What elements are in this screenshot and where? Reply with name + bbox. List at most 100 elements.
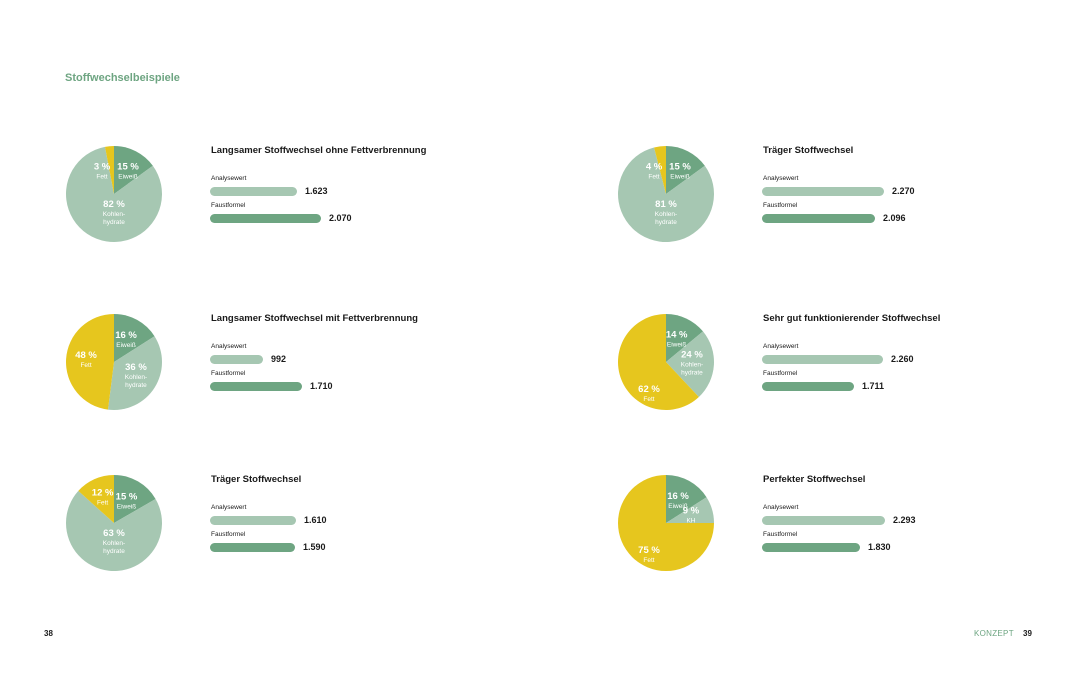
pie-category-label: Fett	[96, 174, 107, 181]
pie-category-label: Eiweiß	[670, 174, 690, 181]
pie-category-label: hydrate	[655, 219, 677, 226]
pie-slice-fett	[618, 475, 714, 571]
pie-category-label: Eiweiß	[117, 503, 137, 510]
page-number-right: 39	[1023, 629, 1032, 638]
faustformel-bar	[762, 543, 860, 552]
pie-category-label: Fett	[643, 557, 654, 564]
faustformel-bar	[762, 382, 854, 391]
faustformel-bar	[210, 543, 295, 552]
analysewert-bar	[762, 355, 883, 364]
pie-category-label: Eiweiß	[667, 341, 687, 348]
analysewert-bar	[210, 516, 296, 525]
pie-slice-kohlenhydrate	[618, 147, 714, 242]
pie-category-label: Eiweiß	[118, 174, 138, 181]
pie-chart: 14 %Eiweiß 24 %Kohlen-hydrate 62 %Fett	[618, 314, 714, 410]
bar-value: 992	[271, 354, 287, 364]
pie-slice-kohlenhydrate	[107, 336, 162, 410]
chart-title: Langsamer Stoffwechsel mit Fettverbrennu…	[211, 313, 418, 324]
bar-value: 2.260	[891, 354, 914, 364]
pie-value-label: 75 %	[638, 545, 660, 556]
bar-label: Analysewert	[211, 343, 247, 350]
pie-value-label: 3 %	[94, 162, 111, 173]
analysewert-bar	[762, 516, 885, 525]
pie-slice-kohlenhydrate	[66, 146, 162, 242]
bar-label: Faustformel	[763, 202, 798, 209]
pie-value-label: 14 %	[666, 329, 688, 340]
bar-value: 1.610	[304, 515, 327, 525]
pie-slice-fett	[105, 146, 114, 194]
pie-category-label: Kohlen-	[125, 374, 147, 381]
pie-value-label: 15 %	[669, 162, 691, 173]
pie-category-label: Kohlen-	[103, 211, 125, 218]
pie-category-label: hydrate	[103, 219, 125, 226]
pie-slice-eiweiss	[666, 314, 703, 362]
bar-label: Faustformel	[211, 202, 246, 209]
pie-slice-eiweiss	[114, 475, 156, 523]
pie-value-label: 82 %	[103, 199, 125, 210]
analysewert-bar	[762, 187, 884, 196]
chart-title: Langsamer Stoffwechsel ohne Fettverbrenn…	[211, 145, 427, 156]
pie-slice-fett	[65, 314, 114, 410]
faustformel-bar	[210, 382, 302, 391]
pie-category-label: Kohlen-	[681, 362, 703, 369]
bar-value: 2.096	[883, 213, 906, 223]
chart-block: 14 % Eiweiß 24 % Kohlen-hydrate 62 % Fett Sehr…	[617, 313, 1037, 423]
chart-title: Träger Stoffwechsel	[211, 474, 302, 485]
chart-block: 15 % Eiweiß 82 % Kohlen-hydrate 3 % Fett Langs…	[65, 145, 485, 255]
pie-category-label: Eiweiß	[668, 503, 688, 510]
bar-label: Faustformel	[763, 370, 798, 377]
bar-label: Faustformel	[211, 370, 246, 377]
pie-chart: 15 %Eiweiß 63 %Kohlen-hydrate 12 %Fett	[66, 475, 162, 571]
pie-category-label: Kohlen-	[103, 540, 125, 547]
pie-category-label: hydrate	[681, 370, 703, 377]
bar-value: 1.711	[862, 381, 885, 391]
bar-value: 1.623	[305, 186, 328, 196]
pie-value-label: 12 %	[92, 487, 114, 498]
bar-value: 1.710	[310, 381, 333, 391]
analysewert-bar	[210, 187, 297, 196]
pie-slice-eiweiss	[666, 146, 705, 194]
bar-label: Faustformel	[211, 531, 246, 538]
pie-category-label: Eiweiß	[116, 342, 136, 349]
pie-value-label: 9 %	[683, 506, 700, 517]
pie-value-label: 16 %	[115, 330, 137, 341]
pie-slice-kohlenhydrate	[666, 497, 714, 523]
page-title: Stoffwechselbeispiele	[65, 72, 180, 84]
bar-label: Analysewert	[763, 343, 799, 350]
bar-value: 1.590	[303, 542, 326, 552]
pie-slice-fett	[78, 475, 114, 523]
bar-label: Faustformel	[763, 531, 798, 538]
pie-slice-kohlenhydrate	[666, 331, 714, 397]
pie-slice-eiweiss	[114, 146, 153, 194]
bar-value: 2.070	[329, 213, 352, 223]
faustformel-bar	[762, 214, 875, 223]
pie-category-label: KH	[686, 518, 695, 525]
chart-title: Sehr gut funktionierender Stoffwechsel	[763, 313, 941, 324]
bar-value: 1.830	[868, 542, 891, 552]
pie-slice-eiweiss	[114, 314, 155, 362]
pie-value-label: 15 %	[116, 491, 138, 502]
pie-value-label: 16 %	[667, 491, 689, 502]
chart-block: 16 % Eiweiß 9 % KH 75 % Fett Perfekter Stoffwe…	[617, 474, 1037, 584]
bar-value: 2.270	[892, 186, 915, 196]
pie-value-label: 62 %	[638, 384, 660, 395]
pie-value-label: 24 %	[681, 350, 703, 361]
pie-slice-eiweiss	[666, 475, 707, 523]
pie-value-label: 63 %	[103, 528, 125, 539]
pie-slice-fett	[618, 314, 699, 410]
pie-category-label: Fett	[643, 396, 654, 403]
chart-block: 15 % Eiweiß 81 % Kohlen-hydrate 4 % Fett Träge…	[617, 145, 1037, 255]
bar-label: Analysewert	[763, 504, 799, 511]
chart-title: Träger Stoffwechsel	[763, 145, 854, 156]
pie-value-label: 81 %	[655, 199, 677, 210]
faustformel-bar	[210, 214, 321, 223]
pie-category-label: Fett	[80, 362, 91, 369]
section-label: KONZEPT	[974, 629, 1014, 638]
chart-title: Perfekter Stoffwechsel	[763, 474, 866, 485]
pie-value-label: 4 %	[646, 162, 663, 173]
bar-label: Analysewert	[211, 504, 247, 511]
analysewert-bar	[210, 355, 263, 364]
bar-label: Analysewert	[763, 175, 799, 182]
pie-category-label: hydrate	[103, 548, 125, 555]
